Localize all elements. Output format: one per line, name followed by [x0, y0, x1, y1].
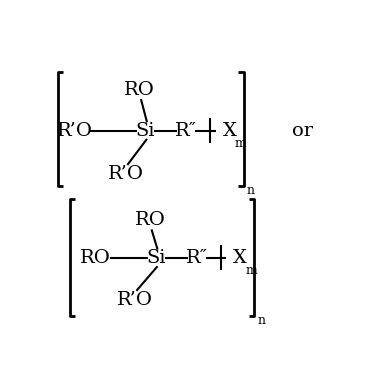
Text: R’O: R’O — [108, 165, 144, 183]
Text: n: n — [247, 184, 255, 196]
Text: or: or — [292, 121, 313, 140]
Text: X: X — [233, 249, 247, 267]
Text: RO: RO — [124, 81, 155, 99]
Text: R″: R″ — [175, 121, 197, 140]
Text: m: m — [245, 264, 257, 277]
Text: Si: Si — [136, 121, 155, 140]
Text: R’O: R’O — [117, 291, 153, 309]
Text: RO: RO — [135, 211, 165, 230]
Text: Si: Si — [146, 249, 166, 267]
Text: X: X — [223, 121, 236, 140]
Text: R’O: R’O — [57, 121, 92, 140]
Text: R″: R″ — [186, 249, 208, 267]
Text: RO: RO — [80, 249, 111, 267]
Text: m: m — [235, 137, 246, 149]
Text: n: n — [257, 314, 265, 327]
